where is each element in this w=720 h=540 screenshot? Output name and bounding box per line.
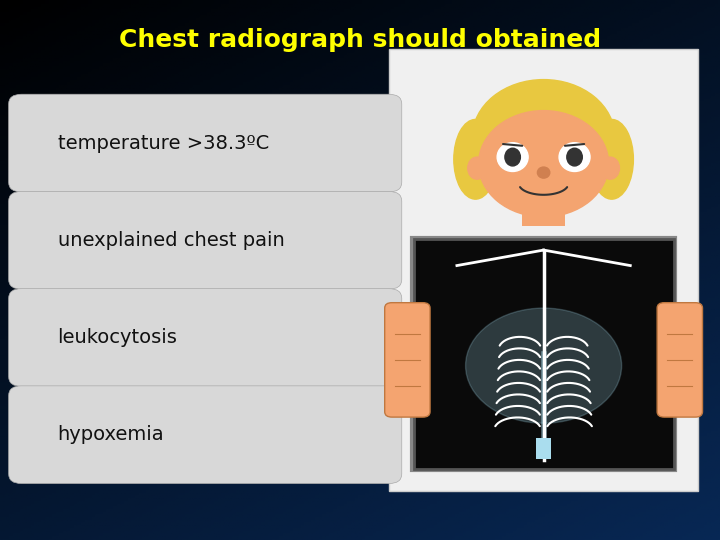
FancyBboxPatch shape bbox=[9, 288, 402, 387]
FancyBboxPatch shape bbox=[9, 386, 402, 484]
Ellipse shape bbox=[498, 143, 528, 172]
FancyBboxPatch shape bbox=[536, 451, 552, 458]
FancyBboxPatch shape bbox=[657, 303, 703, 417]
Ellipse shape bbox=[559, 143, 590, 172]
Text: unexplained chest pain: unexplained chest pain bbox=[58, 231, 284, 250]
Ellipse shape bbox=[479, 111, 608, 217]
Ellipse shape bbox=[590, 119, 634, 199]
Text: hypoxemia: hypoxemia bbox=[58, 425, 164, 444]
Text: Chest radiograph should obtained: Chest radiograph should obtained bbox=[119, 29, 601, 52]
Ellipse shape bbox=[537, 167, 550, 178]
Text: leukocytosis: leukocytosis bbox=[58, 328, 177, 347]
FancyBboxPatch shape bbox=[9, 94, 402, 192]
FancyBboxPatch shape bbox=[522, 199, 565, 226]
FancyBboxPatch shape bbox=[9, 192, 402, 289]
Text: temperature >38.3ºC: temperature >38.3ºC bbox=[58, 133, 269, 153]
Ellipse shape bbox=[468, 157, 486, 179]
FancyBboxPatch shape bbox=[384, 303, 430, 417]
Ellipse shape bbox=[472, 79, 615, 195]
FancyBboxPatch shape bbox=[536, 438, 552, 446]
Ellipse shape bbox=[454, 119, 498, 199]
FancyBboxPatch shape bbox=[413, 239, 674, 469]
FancyBboxPatch shape bbox=[536, 445, 552, 453]
Ellipse shape bbox=[601, 157, 619, 179]
Ellipse shape bbox=[466, 308, 621, 423]
Ellipse shape bbox=[567, 148, 582, 166]
FancyBboxPatch shape bbox=[389, 49, 698, 491]
Ellipse shape bbox=[505, 148, 521, 166]
